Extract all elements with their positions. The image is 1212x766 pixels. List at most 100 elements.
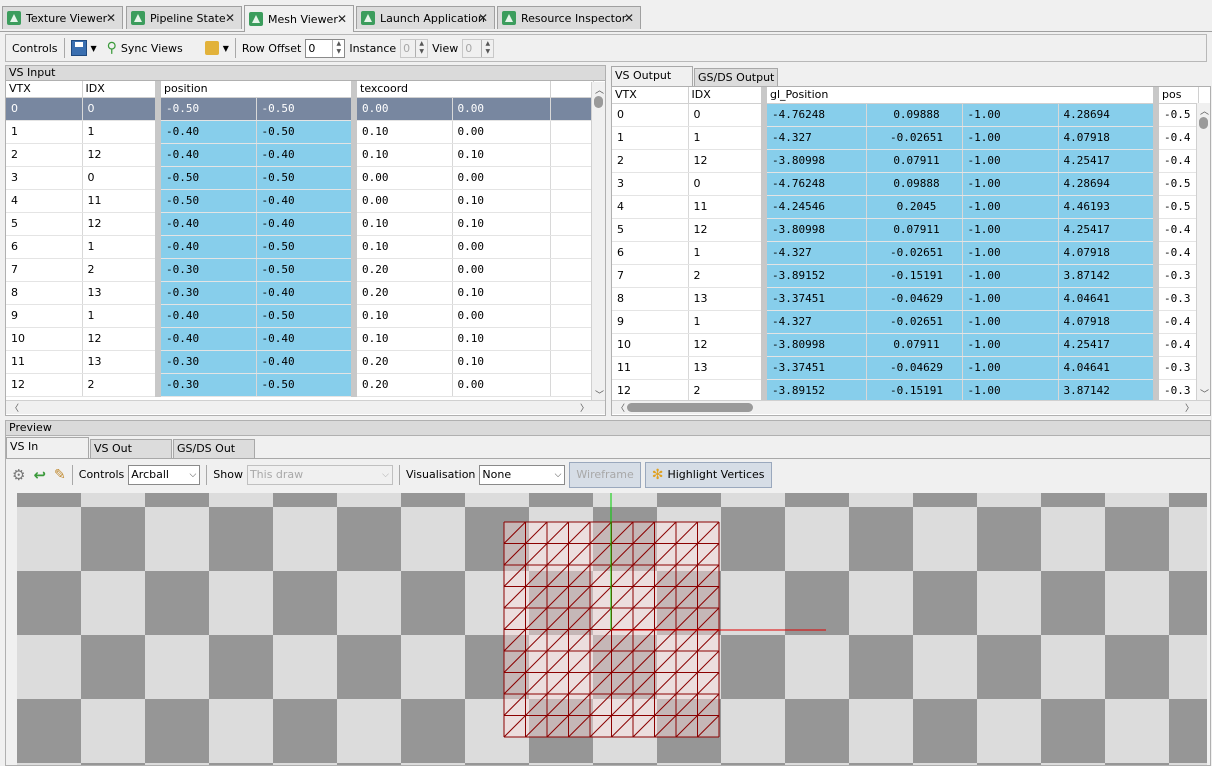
controls-select[interactable]: Arcball ⌵ xyxy=(128,464,201,485)
table-cell: 0.10 xyxy=(351,235,453,259)
scroll-thumb[interactable] xyxy=(1199,117,1208,129)
close-icon[interactable]: ✕ xyxy=(105,11,116,25)
horizontal-scrollbar[interactable]: 〈 〉 xyxy=(612,400,1210,414)
table-row[interactable]: 6 1 -0.40 -0.50 0.10 0.00 xyxy=(6,235,594,259)
puzzle-icon[interactable] xyxy=(204,41,219,55)
table-row[interactable]: 10 12 -3.80998 0.07911 -1.00 4.25417 -0.4 xyxy=(612,333,1199,357)
table-row[interactable]: 11 13 -0.30 -0.40 0.20 0.10 xyxy=(6,350,594,374)
checker-tile xyxy=(401,571,465,635)
chevron-down-icon[interactable]: ▼ xyxy=(90,43,97,53)
table-row[interactable]: 1 1 -0.40 -0.50 0.10 0.00 xyxy=(6,120,594,144)
row-offset-input[interactable] xyxy=(306,39,333,57)
tab-resource-inspector[interactable]: Resource Inspector ✕ xyxy=(497,6,641,29)
vertical-scrollbar[interactable]: ︿ ﹀ xyxy=(1196,103,1210,401)
column-header-vtx[interactable]: VTX xyxy=(612,87,689,104)
table-row[interactable]: 2 12 -3.80998 0.07911 -1.00 4.25417 -0.4 xyxy=(612,149,1199,173)
table-row[interactable]: 9 1 -4.327 -0.02651 -1.00 4.07918 -0.4 xyxy=(612,310,1199,334)
table-row[interactable]: 6 1 -4.327 -0.02651 -1.00 4.07918 -0.4 xyxy=(612,241,1199,265)
mesh-diagonal xyxy=(611,543,634,566)
table-row[interactable]: 7 2 -0.30 -0.50 0.20 0.00 xyxy=(6,258,594,282)
tab-gs-ds-out[interactable]: GS/DS Out xyxy=(173,439,255,458)
mesh-diagonal xyxy=(525,586,548,609)
table-cell: 1 xyxy=(688,126,765,150)
column-header-pos[interactable]: pos xyxy=(1153,87,1199,104)
column-header-idx[interactable]: IDX xyxy=(688,87,765,104)
chevron-down-icon[interactable]: ▼ xyxy=(222,43,229,53)
table-row[interactable]: 2 12 -0.40 -0.40 0.10 0.10 xyxy=(6,143,594,167)
table-row[interactable]: 12 2 -3.89152 -0.15191 -1.00 3.87142 -0.3 xyxy=(612,379,1199,403)
column-header-position[interactable]: position xyxy=(154,81,355,98)
table-row[interactable]: 4 11 -0.50 -0.40 0.00 0.10 xyxy=(6,189,594,213)
table-cell: 0.10 xyxy=(452,189,551,213)
separator xyxy=(63,38,65,58)
horizontal-scrollbar[interactable]: 〈 〉 xyxy=(6,400,605,414)
table-row[interactable]: 11 13 -3.37451 -0.04629 -1.00 4.04641 -0.3 xyxy=(612,356,1199,380)
table-row[interactable]: 10 12 -0.40 -0.40 0.10 0.10 xyxy=(6,327,594,351)
scroll-up-icon[interactable]: ︿ xyxy=(595,86,605,96)
sync-views-button[interactable]: ⚲ Sync Views xyxy=(107,40,183,56)
table-row[interactable]: 9 1 -0.40 -0.50 0.10 0.00 xyxy=(6,304,594,328)
table-row[interactable]: 8 13 -3.37451 -0.04629 -1.00 4.04641 -0.3 xyxy=(612,287,1199,311)
column-header-gl-position[interactable]: gl_Position xyxy=(761,87,1157,104)
row-offset-spinbox[interactable]: ▲▼ xyxy=(305,38,346,58)
table-row[interactable]: 5 12 -3.80998 0.07911 -1.00 4.25417 -0.4 xyxy=(612,218,1199,242)
vertical-scrollbar[interactable]: ︿ ﹀ xyxy=(591,82,605,402)
table-cell xyxy=(550,120,594,144)
spin-arrows-icon[interactable]: ▲ ▼ xyxy=(332,39,344,57)
scroll-left-icon[interactable]: 〈 xyxy=(10,404,20,414)
column-header-vtx[interactable]: VTX xyxy=(6,81,83,98)
scroll-up-icon[interactable]: ︿ xyxy=(1200,107,1210,117)
tab-vs-output[interactable]: VS Output xyxy=(611,66,693,87)
close-icon[interactable]: ✕ xyxy=(623,11,634,25)
table-row[interactable]: 12 2 -0.30 -0.50 0.20 0.00 xyxy=(6,373,594,397)
scroll-down-icon[interactable]: ﹀ xyxy=(1200,390,1210,400)
tab-gs-ds-output[interactable]: GS/DS Output xyxy=(694,68,778,87)
scroll-thumb[interactable] xyxy=(627,403,753,412)
scroll-right-icon[interactable]: 〉 xyxy=(579,404,589,414)
gear-icon[interactable]: ⚙ xyxy=(12,465,26,484)
wireframe-button[interactable]: Wireframe xyxy=(569,461,641,488)
reset-camera-icon[interactable]: ↩ xyxy=(33,465,47,484)
column-header-texcoord[interactable]: texcoord xyxy=(351,81,551,98)
close-icon[interactable]: ✕ xyxy=(224,11,235,25)
mesh-diagonal xyxy=(654,586,677,609)
close-icon[interactable]: ✕ xyxy=(336,12,347,26)
mesh-diagonal xyxy=(611,586,634,609)
tab-texture-viewer[interactable]: Texture Viewer ✕ xyxy=(2,6,123,29)
table-row[interactable]: 8 13 -0.30 -0.40 0.20 0.10 xyxy=(6,281,594,305)
save-icon[interactable] xyxy=(70,40,87,56)
mesh-preview-viewport[interactable] xyxy=(17,493,1207,765)
table-row[interactable]: 5 12 -0.40 -0.40 0.10 0.10 xyxy=(6,212,594,236)
checker-tile xyxy=(465,507,529,571)
table-row[interactable]: 0 0 -4.76248 0.09888 -1.00 4.28694 -0.5 xyxy=(612,103,1199,127)
table-row[interactable]: 3 0 -0.50 -0.50 0.00 0.00 xyxy=(6,166,594,190)
tab-pipeline-state[interactable]: Pipeline State ✕ xyxy=(126,6,242,29)
mesh-diagonal xyxy=(697,672,720,695)
table-row[interactable]: 1 1 -4.327 -0.02651 -1.00 4.07918 -0.4 xyxy=(612,126,1199,150)
mesh-diagonal xyxy=(632,586,655,609)
scroll-thumb[interactable] xyxy=(594,96,603,108)
scroll-left-icon[interactable]: 〈 xyxy=(616,404,626,414)
tab-vs-in[interactable]: VS In xyxy=(6,437,89,458)
close-icon[interactable]: ✕ xyxy=(477,11,488,25)
table-cell: 12 xyxy=(688,333,765,357)
tab-mesh-viewer[interactable]: Mesh Viewer ✕ xyxy=(244,5,354,32)
highlight-vertices-button[interactable]: ✻ Highlight Vertices xyxy=(644,461,772,488)
table-row[interactable]: 3 0 -4.76248 0.09888 -1.00 4.28694 -0.5 xyxy=(612,172,1199,196)
mesh-diagonal xyxy=(632,521,655,544)
table-cell: -0.50 xyxy=(256,258,355,282)
table-row[interactable]: 7 2 -3.89152 -0.15191 -1.00 3.87142 -0.3 xyxy=(612,264,1199,288)
visualisation-select[interactable]: None ⌵ xyxy=(479,464,566,485)
highlight-icon: ✻ xyxy=(651,466,664,483)
checker-tile xyxy=(1169,699,1207,763)
column-header-idx[interactable]: IDX xyxy=(82,81,159,98)
scroll-down-icon[interactable]: ﹀ xyxy=(595,391,605,401)
table-row[interactable]: 4 11 -4.24546 0.2045 -1.00 4.46193 -0.5 xyxy=(612,195,1199,219)
table-cell: 4 xyxy=(6,189,83,213)
pipette-icon[interactable]: ✎ xyxy=(54,466,66,483)
tab-launch-application[interactable]: Launch Application ✕ xyxy=(356,6,495,29)
table-row[interactable]: 0 0 -0.50 -0.50 0.00 0.00 xyxy=(6,97,594,121)
table-cell: -4.76248 xyxy=(761,172,867,196)
tab-vs-out[interactable]: VS Out xyxy=(90,439,172,458)
scroll-right-icon[interactable]: 〉 xyxy=(1184,404,1194,414)
